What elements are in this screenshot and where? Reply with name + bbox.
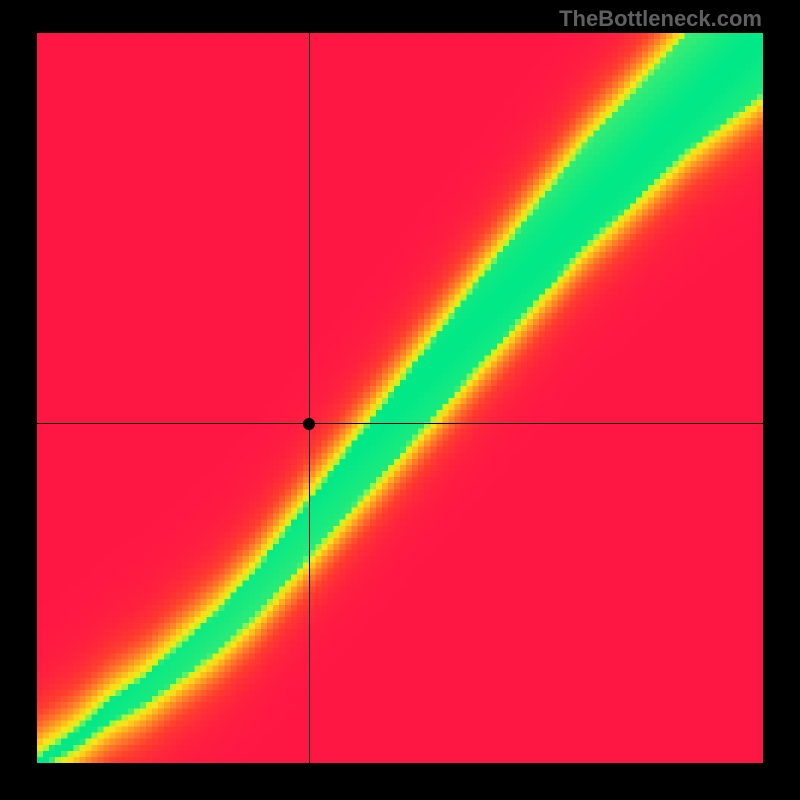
bottleneck-heatmap	[37, 33, 763, 763]
chart-container: TheBottleneck.com	[0, 0, 800, 800]
crosshair-vertical	[309, 33, 310, 763]
watermark-text: TheBottleneck.com	[559, 6, 762, 32]
crosshair-marker	[303, 418, 315, 430]
crosshair-horizontal	[37, 423, 763, 424]
